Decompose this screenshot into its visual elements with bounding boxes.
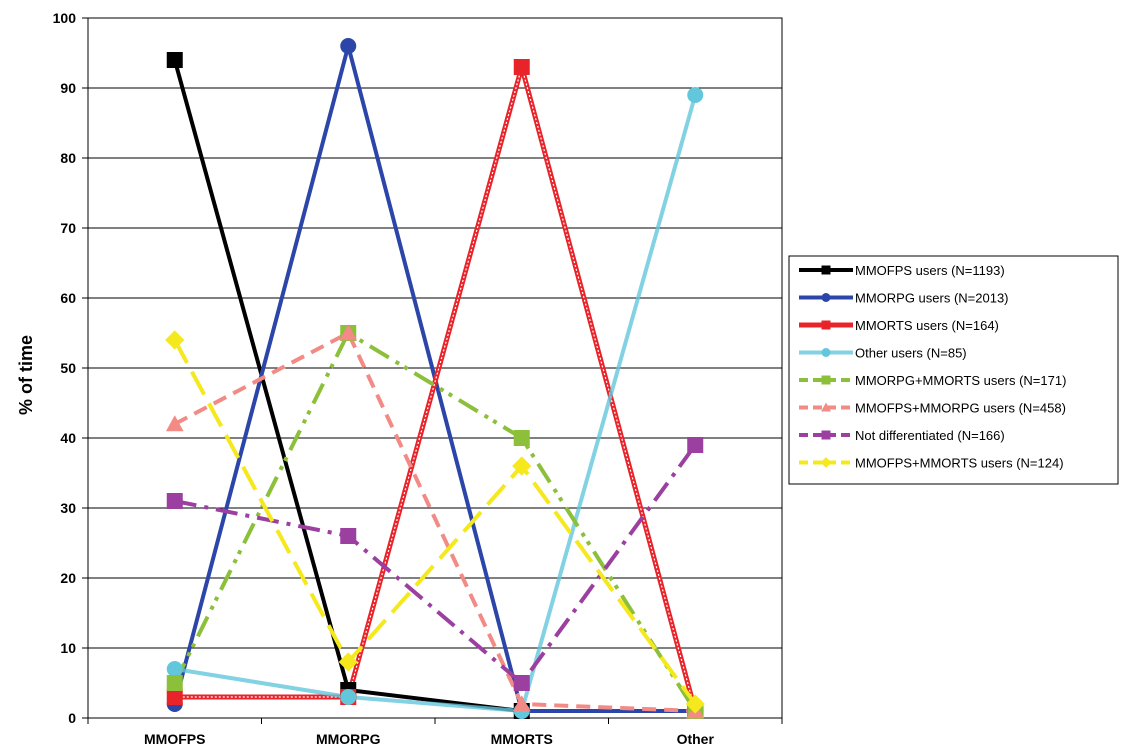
data-point bbox=[687, 437, 704, 453]
legend-label: MMOFPS+MMORTS users (N=124) bbox=[855, 456, 1064, 471]
data-point bbox=[340, 528, 357, 544]
x-tick-label: MMORTS bbox=[491, 731, 553, 747]
tick-labels: 0 10 20 30 40 50 60 70 80 90 100 MMOFPS MMORPG MMORTS… bbox=[53, 10, 715, 747]
data-point bbox=[512, 456, 532, 476]
x-tick-label: Other bbox=[677, 731, 715, 747]
series-lines bbox=[172, 44, 698, 713]
data-point bbox=[687, 87, 704, 103]
data-point bbox=[339, 324, 358, 341]
y-tick-label: 50 bbox=[60, 360, 76, 376]
series-line-inner bbox=[174, 64, 696, 712]
legend-swatch-marker bbox=[821, 320, 831, 330]
legend-label: MMORPG+MMORTS users (N=171) bbox=[855, 373, 1066, 388]
y-tick-label: 10 bbox=[60, 640, 76, 656]
series-line bbox=[174, 443, 697, 685]
y-tick-label: 20 bbox=[60, 570, 76, 586]
legend-label: Not differentiated (N=166) bbox=[855, 428, 1005, 443]
legend-label: Other users (N=85) bbox=[855, 346, 967, 361]
data-point bbox=[338, 652, 358, 672]
y-axis-title: % of time bbox=[16, 335, 36, 415]
y-tick-label: 0 bbox=[68, 710, 76, 726]
series-markers bbox=[165, 38, 705, 719]
x-tick-label: MMORPG bbox=[316, 731, 381, 747]
x-tick-label: MMOFPS bbox=[144, 731, 205, 747]
legend-box bbox=[788, 255, 1119, 485]
legend-swatch-marker bbox=[821, 375, 831, 385]
data-point bbox=[340, 689, 357, 705]
legend-swatch-marker bbox=[821, 402, 831, 412]
y-tick-label: 90 bbox=[60, 80, 76, 96]
legend-swatch-marker bbox=[821, 265, 831, 275]
data-point bbox=[512, 695, 531, 712]
legend-label: MMORTS users (N=164) bbox=[855, 318, 999, 333]
legend-swatch-marker bbox=[821, 293, 831, 302]
series-line bbox=[173, 331, 696, 713]
gridlines bbox=[88, 17, 782, 649]
axes bbox=[82, 17, 783, 724]
series-line bbox=[174, 64, 698, 712]
y-tick-label: 60 bbox=[60, 290, 76, 306]
series-line bbox=[172, 339, 697, 706]
data-point bbox=[513, 59, 530, 75]
legend-swatch-marker bbox=[821, 348, 831, 357]
series-line bbox=[174, 94, 698, 713]
legend-label: MMOFPS users (N=1193) bbox=[855, 263, 1005, 278]
data-point bbox=[166, 689, 183, 705]
legend-swatch-marker bbox=[820, 457, 832, 468]
data-point bbox=[165, 330, 185, 350]
data-point bbox=[166, 661, 183, 677]
data-point bbox=[340, 38, 357, 54]
data-point bbox=[685, 694, 705, 714]
legend-swatch-marker bbox=[821, 430, 831, 440]
legend: MMOFPS users (N=1193) MMORPG users (N=201… bbox=[788, 255, 1119, 485]
y-tick-label: 100 bbox=[53, 10, 77, 26]
legend-label: MMORPG users (N=2013) bbox=[855, 291, 1009, 306]
data-point bbox=[513, 430, 530, 446]
y-tick-label: 30 bbox=[60, 500, 76, 516]
data-point bbox=[166, 52, 183, 68]
data-point bbox=[165, 415, 184, 432]
data-point bbox=[166, 493, 183, 509]
y-tick-label: 70 bbox=[60, 220, 76, 236]
y-tick-label: 80 bbox=[60, 150, 76, 166]
data-point bbox=[513, 675, 530, 691]
data-point bbox=[166, 675, 183, 691]
y-tick-label: 40 bbox=[60, 430, 76, 446]
legend-label: MMOFPS+MMORPG users (N=458) bbox=[855, 401, 1066, 416]
